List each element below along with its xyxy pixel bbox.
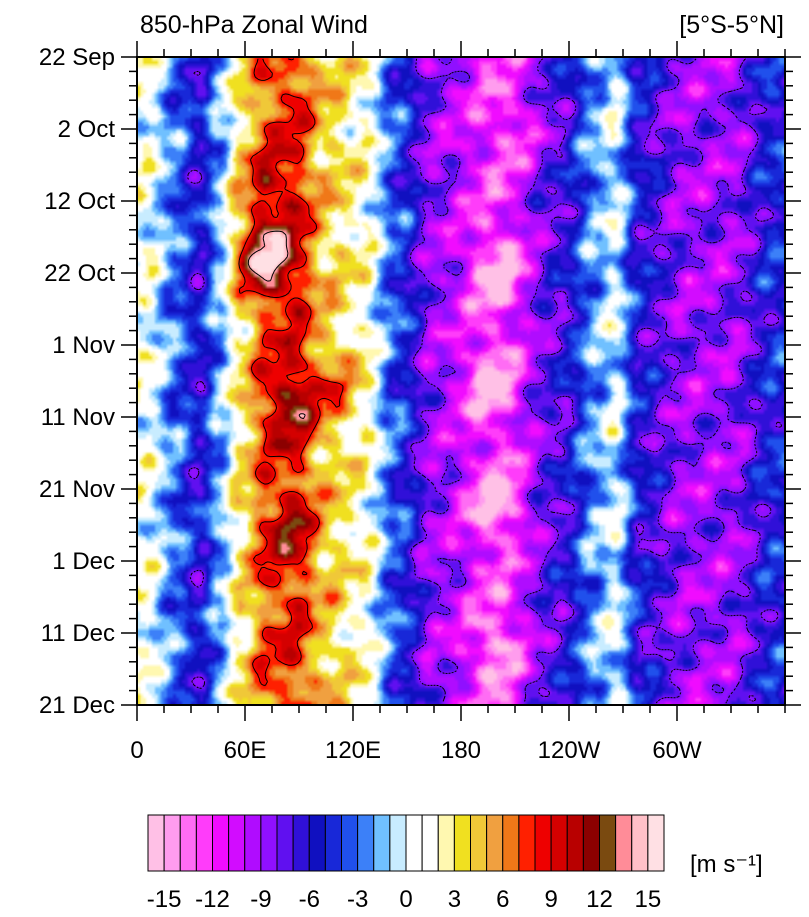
y-tick-label: 21 Dec — [39, 692, 115, 719]
x-tick-label: 180 — [441, 737, 481, 764]
colorbar-swatch — [292, 814, 310, 872]
colorbar-swatch — [582, 814, 600, 872]
colorbar-swatch — [437, 814, 455, 872]
colorbar-swatch — [228, 814, 246, 872]
colorbar-swatch — [453, 814, 471, 872]
contour-positive — [247, 230, 306, 420]
colorbar-label: -9 — [250, 886, 271, 913]
chart-title: 850-hPa Zonal Wind — [140, 11, 368, 39]
colorbar-label: 12 — [586, 886, 613, 913]
colorbar-swatch — [389, 814, 407, 872]
colorbar-swatch — [212, 814, 230, 872]
colorbar-swatch — [518, 814, 536, 872]
colorbar-label: 3 — [448, 886, 461, 913]
colorbar-label: 9 — [544, 886, 557, 913]
colorbar-swatch — [421, 814, 439, 872]
y-tick-label: 2 Oct — [58, 116, 116, 143]
colorbar-swatch — [276, 814, 294, 872]
colorbar-label: 0 — [399, 886, 412, 913]
colorbar-swatch — [195, 814, 213, 872]
y-tick-label: 1 Nov — [52, 332, 115, 359]
plot-area — [136, 56, 786, 706]
colorbar-swatch — [470, 814, 488, 872]
colorbar-swatch — [244, 814, 262, 872]
x-tick-label: 120W — [538, 737, 601, 764]
colorbar-swatch — [341, 814, 359, 872]
x-tick-label: 60E — [224, 737, 267, 764]
colorbar-swatch — [631, 814, 649, 872]
region-label: [5°S-5°N] — [679, 11, 784, 39]
x-tick-label: 120E — [325, 737, 381, 764]
colorbar-swatch — [502, 814, 520, 872]
colorbar-swatch — [373, 814, 391, 872]
colorbar-swatch — [550, 814, 568, 872]
y-tick-label: 11 Nov — [41, 404, 115, 431]
colorbar-swatch — [599, 814, 617, 872]
x-axis: 0 60E 120E 180 120W 60W — [130, 41, 786, 764]
y-tick-label: 1 Dec — [52, 548, 115, 575]
colorbar-label: -15 — [147, 886, 182, 913]
colorbar-swatch — [324, 814, 342, 872]
colorbar-swatch — [308, 814, 326, 872]
y-tick-label: 11 Dec — [41, 620, 115, 647]
y-tick-label: 22 Oct — [44, 260, 115, 287]
contour-positive — [238, 58, 344, 686]
colorbar-swatch — [147, 814, 165, 872]
colorbar-swatch — [260, 814, 278, 872]
colorbar-swatch — [163, 814, 181, 872]
colorbar-swatch — [647, 814, 665, 872]
colorbar-swatch — [566, 814, 584, 872]
wind-field-heatmap — [137, 57, 785, 705]
colorbar-label: 15 — [635, 886, 662, 913]
contour-lines — [187, 58, 783, 704]
colorbar: -15 -12 -9 -6 -3 0 3 6 9 12 15 — [147, 814, 665, 913]
colorbar-swatch — [534, 814, 552, 872]
y-tick-label: 21 Nov — [39, 476, 115, 503]
y-tick-label: 12 Oct — [44, 188, 115, 215]
units-label: [m s⁻¹] — [690, 851, 763, 878]
y-axis: 22 Sep 2 Oct 12 Oct 22 Oct 1 Nov 11 Nov 21 Nov… — [39, 44, 801, 719]
colorbar-swatch — [357, 814, 375, 872]
colorbar-label: -12 — [195, 886, 230, 913]
y-tick-label: 22 Sep — [39, 44, 115, 71]
x-tick-label: 60W — [652, 737, 702, 764]
colorbar-swatch — [405, 814, 423, 872]
x-tick-label: 0 — [130, 737, 143, 764]
contour-negative — [187, 58, 783, 704]
colorbar-swatch — [486, 814, 504, 872]
colorbar-swatch — [615, 814, 633, 872]
colorbar-label: -6 — [299, 886, 320, 913]
colorbar-label: 6 — [496, 886, 509, 913]
colorbar-swatch — [179, 814, 197, 872]
colorbar-label: -3 — [347, 886, 368, 913]
